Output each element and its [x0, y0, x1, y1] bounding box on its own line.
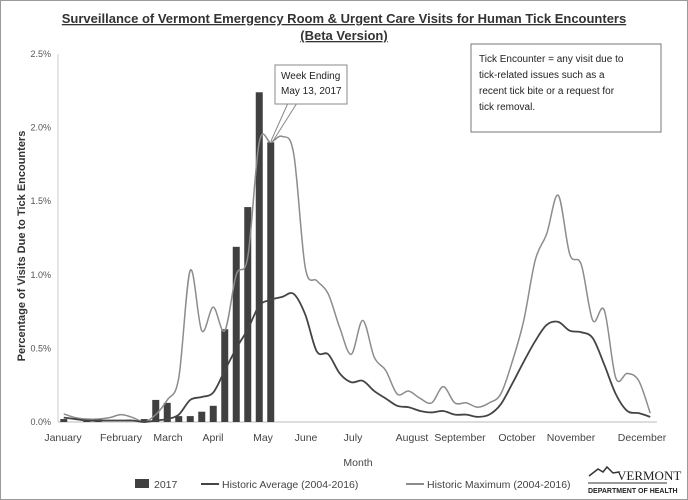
x-tick-label: November — [547, 432, 596, 444]
logo-name: VERMONT — [617, 468, 681, 483]
note-line-2: tick-related issues such as a — [479, 70, 605, 81]
y-tick-label: 2.0% — [30, 123, 51, 133]
x-tick-label: June — [295, 432, 318, 444]
legend-label-2017: 2017 — [154, 479, 178, 491]
mountain-icon — [588, 465, 620, 477]
bar-2017 — [198, 411, 206, 422]
callout-line-1: Week Ending — [281, 71, 340, 82]
x-tick-label: September — [434, 432, 486, 444]
x-axis-label: Month — [343, 457, 372, 469]
y-tick-label: 0.5% — [30, 343, 51, 353]
bar-2017 — [152, 399, 160, 422]
legend-swatch-2017 — [135, 479, 149, 488]
y-tick-label: 1.0% — [30, 270, 51, 280]
bar-2017 — [163, 402, 171, 422]
x-tick-label: August — [396, 432, 429, 444]
chart-title: Surveillance of Vermont Emergency Room &… — [62, 11, 626, 26]
bar-2017 — [60, 419, 68, 422]
note-line-1: Tick Encounter = any visit due to — [479, 54, 624, 65]
callout-annotation: Week Ending May 13, 2017 — [270, 64, 348, 142]
chart-subtitle: (Beta Version) — [300, 28, 387, 43]
legend: 2017 Historic Average (2004-2016) Histor… — [135, 479, 571, 491]
callout-line-2: May 13, 2017 — [281, 86, 342, 97]
bar-2017 — [209, 405, 217, 422]
bar-2017 — [186, 416, 194, 422]
x-tick-label: May — [253, 432, 274, 444]
x-tick-label: December — [618, 432, 667, 444]
line-historic-maximum — [63, 133, 651, 423]
legend-label-maximum: Historic Maximum (2004-2016) — [427, 479, 571, 491]
vermont-health-logo: VERMONT DEPARTMENT OF HEALTH — [588, 465, 681, 495]
x-tick-label: January — [44, 432, 82, 444]
x-tick-label: October — [498, 432, 536, 444]
y-tick-label: 0.0% — [30, 417, 51, 427]
legend-label-average: Historic Average (2004-2016) — [222, 479, 358, 491]
note-line-4: tick removal. — [479, 102, 535, 113]
logo-sub: DEPARTMENT OF HEALTH — [588, 488, 678, 495]
y-tick-label: 2.5% — [30, 49, 51, 59]
bar-2017 — [244, 207, 252, 422]
x-tick-label: February — [100, 432, 143, 444]
line-historic-average — [63, 292, 651, 423]
bar-2017 — [232, 246, 240, 422]
y-tick-label: 1.5% — [30, 196, 51, 206]
y-axis-label: Percentage of Visits Due to Tick Encount… — [16, 131, 28, 362]
bar-2017 — [221, 329, 229, 422]
bar-2017 — [267, 142, 275, 422]
definition-note: Tick Encounter = any visit due to tick-r… — [470, 43, 662, 133]
x-tick-label: April — [202, 432, 223, 444]
bar-2017 — [140, 419, 148, 422]
x-tick-label: March — [153, 432, 182, 444]
bar-2017 — [175, 416, 183, 422]
bar-2017 — [255, 92, 263, 422]
note-line-3: recent tick bite or a request for — [479, 86, 615, 97]
x-tick-label: July — [344, 432, 363, 444]
